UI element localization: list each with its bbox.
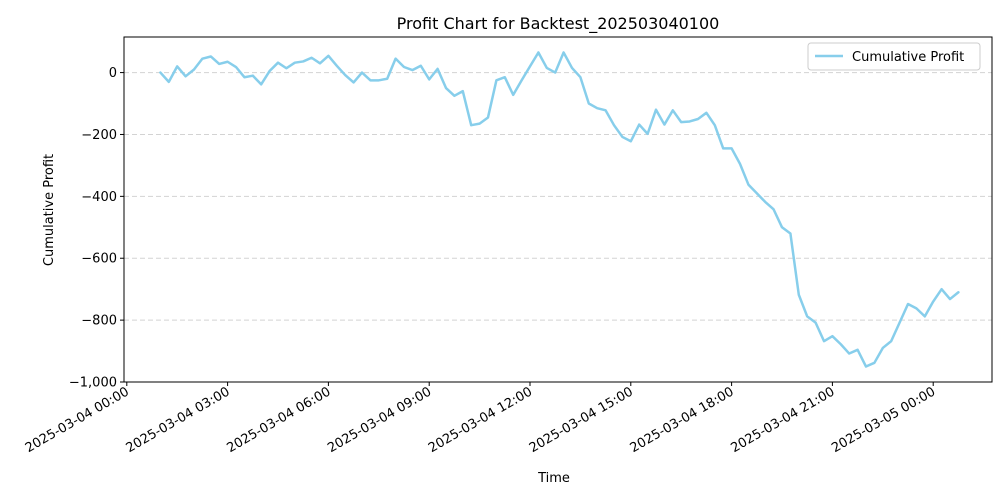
y-axis: −1,000 −800 −600 −400 −200 0 (69, 66, 124, 391)
y-axis-title: Cumulative Profit (42, 154, 57, 266)
cumulative-profit-line (159, 51, 960, 368)
legend-label: Cumulative Profit (852, 50, 964, 65)
y-tick-label: −600 (81, 252, 117, 267)
legend-box (807, 42, 981, 71)
y-tick-label: 0 (109, 66, 117, 81)
y-tick-label: −800 (81, 314, 117, 329)
x-axis-title: Time (537, 471, 570, 486)
plot-frame (123, 36, 993, 383)
chart-title: Profit Chart for Backtest_202503040100 (397, 14, 720, 34)
y-tick-label: −1,000 (69, 376, 117, 391)
y-tick-label: −200 (81, 128, 117, 143)
series-layer (159, 51, 960, 368)
y-tick-label: −400 (81, 190, 117, 205)
legend: Cumulative Profit (807, 42, 981, 71)
